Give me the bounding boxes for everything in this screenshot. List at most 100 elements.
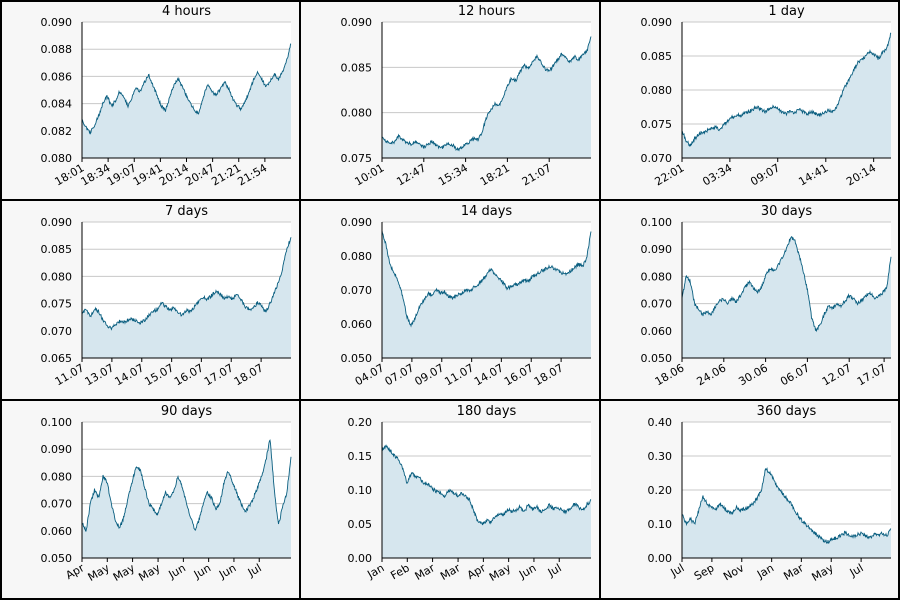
- x-tick-label: 11.07: [442, 361, 476, 388]
- x-tick-label: Jan: [754, 561, 776, 581]
- y-tick-label: 0.10: [648, 518, 673, 531]
- chart-title: 7 days: [165, 204, 208, 219]
- chart-panel: 0.050 0.060 0.070 0.080 0.090 0.100 Apr May May M…: [0, 400, 300, 600]
- x-tick-label: Jun: [191, 561, 213, 581]
- y-tick-label: 0.05: [348, 518, 373, 531]
- y-tick-label: 0.090: [641, 243, 673, 256]
- chart-title: 30 days: [761, 204, 813, 219]
- x-tick-label: 17.07: [855, 361, 889, 388]
- x-tick-label: 22:01: [653, 161, 687, 188]
- y-tick-label: 0.060: [641, 325, 673, 338]
- x-tick-label: Jul: [245, 561, 264, 579]
- x-tick-label: 16.07: [502, 361, 536, 388]
- y-tick-label: 0.060: [341, 318, 373, 331]
- x-tick-label: 07.07: [383, 361, 417, 388]
- y-tick-label: 0.075: [641, 118, 673, 131]
- x-tick-label: 13.07: [83, 361, 117, 388]
- y-tick-label: 0.075: [41, 298, 73, 311]
- x-tick-label: 15:34: [436, 161, 470, 188]
- y-tick-label: 0.080: [41, 470, 73, 483]
- x-tick-label: May: [487, 561, 514, 584]
- y-tick-label: 0.080: [41, 152, 73, 165]
- x-tick-label: May: [136, 561, 163, 584]
- x-tick-label: 15.07: [142, 361, 176, 388]
- x-tick-label: 09.07: [412, 361, 446, 388]
- series-line: [681, 32, 892, 147]
- y-tick-label: 0.30: [648, 450, 673, 463]
- y-tick-label: 0.100: [641, 216, 673, 229]
- chart-title: 180 days: [457, 404, 517, 419]
- series-area: [82, 43, 291, 158]
- series-area: [682, 32, 891, 158]
- series-area: [382, 445, 591, 558]
- y-tick-label: 0.090: [341, 16, 373, 29]
- chart-title: 12 hours: [458, 4, 515, 19]
- series-line: [381, 444, 592, 526]
- x-tick-label: 30.06: [736, 361, 770, 388]
- panel-separator: [0, 399, 900, 401]
- panel-separator: [898, 0, 900, 600]
- chart-title: 4 hours: [162, 4, 211, 19]
- y-tick-label: 0.070: [41, 325, 73, 338]
- chart-title: 360 days: [757, 404, 817, 419]
- series-area: [682, 236, 891, 358]
- y-tick-label: 0.080: [341, 107, 373, 120]
- y-tick-label: 0.40: [648, 416, 673, 429]
- x-tick-label: Mar: [781, 561, 806, 583]
- y-tick-label: 0.080: [41, 270, 73, 283]
- chart-svg: 0.00 0.10 0.20 0.30 0.40 Jul Sep Nov Jan Mar May Ju…: [648, 404, 892, 584]
- chart-panel: 0.070 0.075 0.080 0.085 0.090 22:01 03:34 09:07…: [600, 0, 900, 200]
- x-tick-label: 11.07: [53, 361, 87, 388]
- y-tick-label: 0.070: [641, 152, 673, 165]
- y-tick-label: 0.088: [41, 43, 73, 56]
- series-line: [81, 439, 292, 532]
- x-tick-label: 04.07: [353, 361, 387, 388]
- chart-title: 90 days: [161, 404, 213, 419]
- y-tick-label: 0.00: [648, 552, 673, 565]
- x-tick-label: 14.07: [472, 361, 506, 388]
- x-tick-label: 18:21: [478, 161, 512, 188]
- y-tick-label: 0.090: [41, 16, 73, 29]
- y-tick-label: 0.090: [41, 443, 73, 456]
- y-tick-label: 0.050: [41, 552, 73, 565]
- y-tick-label: 0.050: [341, 352, 373, 365]
- x-tick-label: May: [111, 561, 138, 584]
- x-tick-label: 18.07: [532, 361, 566, 388]
- x-tick-label: 14.07: [112, 361, 146, 388]
- y-tick-label: 0.080: [641, 270, 673, 283]
- chart-svg: 0.075 0.080 0.085 0.090 10:01 12:47 15:34 18:21…: [341, 4, 592, 188]
- x-tick-label: 21:07: [520, 161, 554, 188]
- x-tick-label: Apr: [465, 561, 488, 582]
- x-tick-label: May: [86, 561, 113, 584]
- x-tick-label: 20:14: [844, 161, 878, 188]
- series-line: [381, 36, 592, 152]
- panel-separator: [0, 0, 900, 2]
- y-tick-label: 0.082: [41, 125, 73, 138]
- y-tick-label: 0.060: [41, 525, 73, 538]
- chart-panel: 0.050 0.060 0.070 0.080 0.090 04.07 07.07 09.07…: [300, 200, 600, 400]
- x-tick-label: 06.07: [778, 361, 812, 388]
- panel-separator: [599, 0, 601, 600]
- series-area: [82, 440, 291, 558]
- x-tick-label: Sep: [692, 561, 716, 583]
- x-tick-label: Jul: [545, 561, 564, 579]
- x-tick-label: 14:41: [796, 161, 830, 188]
- y-tick-label: 0.084: [41, 98, 73, 111]
- panel-separator: [0, 0, 2, 600]
- y-tick-label: 0.065: [41, 352, 73, 365]
- chart-svg: 0.065 0.070 0.075 0.080 0.085 0.090 11.0713.07…: [41, 204, 292, 388]
- x-tick-label: 12.07: [820, 361, 854, 388]
- x-tick-label: 03:34: [700, 161, 734, 188]
- x-tick-label: Feb: [388, 561, 411, 582]
- chart-panel: 0.050 0.060 0.070 0.080 0.090 0.100 18.06 24.06…: [600, 200, 900, 400]
- x-tick-label: 10:01: [353, 161, 387, 188]
- series-area: [682, 468, 891, 558]
- x-tick-label: 21:54: [235, 161, 269, 188]
- y-tick-label: 0.090: [641, 16, 673, 29]
- y-tick-label: 0.050: [641, 352, 673, 365]
- y-tick-label: 0.085: [341, 61, 373, 74]
- x-tick-label: Mar: [438, 561, 463, 583]
- panel-separator: [299, 0, 301, 600]
